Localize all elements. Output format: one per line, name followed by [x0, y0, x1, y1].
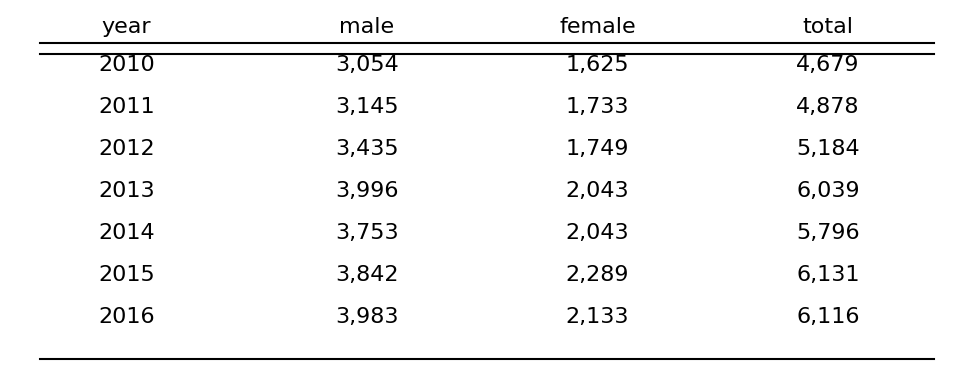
Text: 6,116: 6,116: [796, 307, 860, 327]
Text: 1,733: 1,733: [566, 97, 629, 117]
Text: total: total: [803, 17, 853, 37]
Text: 1,625: 1,625: [566, 55, 629, 75]
Text: 3,753: 3,753: [335, 223, 398, 243]
Text: 6,039: 6,039: [796, 181, 860, 201]
Text: female: female: [559, 17, 635, 37]
Text: 2010: 2010: [98, 55, 155, 75]
Text: 3,435: 3,435: [335, 139, 398, 159]
Text: 3,996: 3,996: [335, 181, 398, 201]
Text: 2012: 2012: [98, 139, 154, 159]
Text: 2014: 2014: [98, 223, 154, 243]
Text: 2,289: 2,289: [566, 265, 629, 285]
Text: 2,133: 2,133: [566, 307, 629, 327]
Text: 3,145: 3,145: [335, 97, 398, 117]
Text: 6,131: 6,131: [796, 265, 860, 285]
Text: 4,878: 4,878: [796, 97, 860, 117]
Text: 2016: 2016: [98, 307, 154, 327]
Text: 2013: 2013: [98, 181, 154, 201]
Text: 1,749: 1,749: [566, 139, 629, 159]
Text: 2015: 2015: [98, 265, 155, 285]
Text: 5,184: 5,184: [796, 139, 860, 159]
Text: 2011: 2011: [98, 97, 154, 117]
Text: year: year: [101, 17, 151, 37]
Text: male: male: [339, 17, 394, 37]
Text: 2,043: 2,043: [566, 181, 629, 201]
Text: 5,796: 5,796: [796, 223, 860, 243]
Text: 4,679: 4,679: [796, 55, 860, 75]
Text: 3,054: 3,054: [335, 55, 398, 75]
Text: 3,842: 3,842: [335, 265, 398, 285]
Text: 3,983: 3,983: [335, 307, 398, 327]
Text: 2,043: 2,043: [566, 223, 629, 243]
